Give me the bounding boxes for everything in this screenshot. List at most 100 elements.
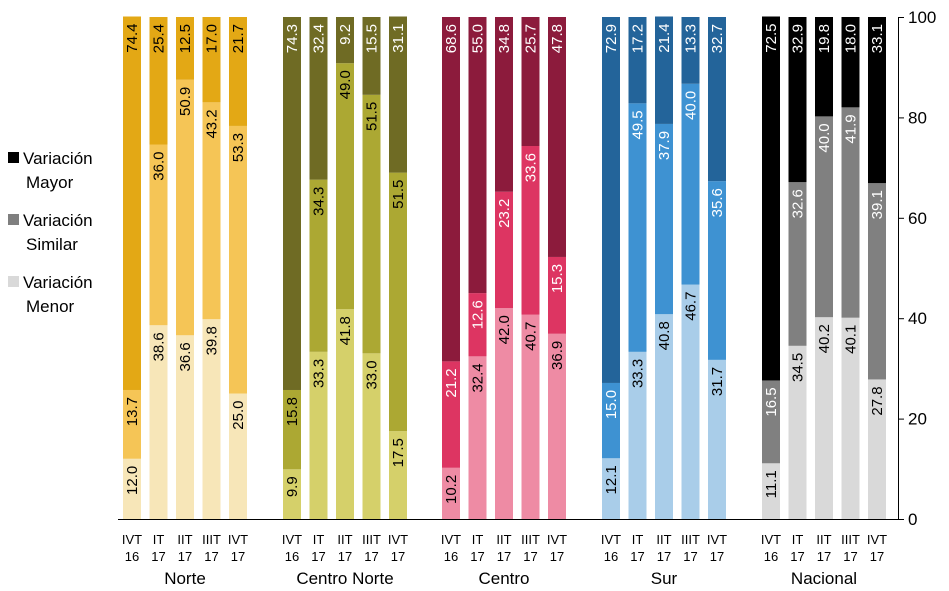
data-label: 19.8 (816, 24, 833, 53)
data-label: 37.9 (656, 131, 673, 160)
data-label: 32.4 (311, 24, 328, 53)
bar-norte-similar (176, 80, 194, 336)
data-label: 36.0 (151, 152, 168, 181)
legend-swatch-menor (8, 276, 19, 287)
x-tick-label: 17 (710, 549, 724, 564)
data-label: 40.1 (843, 325, 860, 354)
data-label: 17.0 (204, 24, 221, 53)
group-label-norte: Norte (164, 569, 206, 588)
bar-nacional-mayor (762, 16, 780, 380)
data-label: 12.1 (603, 465, 620, 494)
y-tick-label: 40 (908, 309, 927, 328)
data-label: 15.3 (549, 264, 566, 293)
group-label-nacional: Nacional (791, 569, 857, 588)
x-tick-label: 17 (870, 549, 884, 564)
x-tick-label: IIIT (841, 532, 860, 547)
data-label: 72.9 (603, 24, 620, 53)
x-tick-label: 17 (151, 549, 165, 564)
data-label: 31.7 (709, 367, 726, 396)
x-tick-label: IT (792, 532, 804, 547)
data-label: 39.8 (204, 326, 221, 355)
x-tick-label: 17 (683, 549, 697, 564)
legend-entry-similar: Variación Similar (8, 209, 93, 257)
data-label: 17.2 (630, 24, 647, 53)
data-label: 35.6 (709, 188, 726, 217)
x-tick-label: IIT (496, 532, 511, 547)
x-tick-label: IIT (816, 532, 831, 547)
data-label: 39.1 (869, 190, 886, 219)
data-label: 15.0 (603, 390, 620, 419)
y-tick-label: 20 (908, 410, 927, 429)
data-label: 33.0 (364, 360, 381, 389)
data-label: 43.2 (204, 109, 221, 138)
data-label: 32.6 (790, 189, 807, 218)
legend-label-line1: Variación (23, 211, 93, 230)
data-label: 21.2 (443, 368, 460, 397)
bar-centro-norte-mayor (283, 17, 301, 390)
data-label: 12.6 (470, 300, 487, 329)
data-label: 68.6 (443, 24, 460, 53)
legend-label-line2: Mayor (8, 171, 93, 195)
data-label: 53.3 (230, 133, 247, 162)
data-label: 74.3 (284, 24, 301, 53)
data-label: 51.5 (390, 180, 407, 209)
y-tick-label: 60 (908, 209, 927, 228)
y-tick-label: 100 (908, 8, 936, 27)
x-tick-label: 17 (204, 549, 218, 564)
group-label-centro-norte: Centro Norte (296, 569, 393, 588)
data-label: 13.7 (124, 397, 141, 426)
data-label: 36.9 (549, 341, 566, 370)
x-tick-label: IIIT (521, 532, 540, 547)
data-label: 40.0 (816, 123, 833, 152)
x-tick-label: 17 (630, 549, 644, 564)
x-tick-label: IIIT (362, 532, 381, 547)
legend-label-line1: Variación (23, 273, 93, 292)
x-tick-label: IIT (337, 532, 352, 547)
group-label-centro: Centro (478, 569, 529, 588)
data-label: 33.3 (630, 359, 647, 388)
bar-norte-mayor (123, 16, 141, 389)
data-label: 38.6 (151, 332, 168, 361)
data-label: 40.7 (523, 322, 540, 351)
data-label: 41.9 (843, 114, 860, 143)
legend-swatch-similar (8, 214, 19, 225)
data-label: 34.8 (496, 24, 513, 53)
x-tick-label: IT (632, 532, 644, 547)
data-label: 32.7 (709, 24, 726, 53)
x-tick-label: IVT (547, 532, 567, 547)
data-label: 18.0 (843, 24, 860, 53)
data-label: 15.5 (364, 24, 381, 53)
bar-centro-mayor (442, 17, 460, 361)
x-tick-label: 17 (470, 549, 484, 564)
data-label: 49.0 (337, 70, 354, 99)
x-tick-label: 16 (444, 549, 458, 564)
data-label: 21.4 (656, 23, 673, 52)
data-label: 40.2 (816, 324, 833, 353)
data-label: 25.7 (523, 24, 540, 53)
legend-label-line2: Similar (8, 233, 93, 257)
x-tick-label: IVT (441, 532, 461, 547)
x-tick-label: IVT (122, 532, 142, 547)
data-label: 25.0 (230, 401, 247, 430)
x-tick-label: IVT (282, 532, 302, 547)
x-tick-label: 17 (311, 549, 325, 564)
x-tick-label: 17 (391, 549, 405, 564)
data-label: 12.0 (124, 466, 141, 495)
y-tick-label: 0 (908, 510, 917, 529)
x-tick-label: 17 (657, 549, 671, 564)
x-tick-label: 17 (790, 549, 804, 564)
data-label: 15.8 (284, 397, 301, 426)
data-label: 13.3 (683, 24, 700, 53)
data-label: 23.2 (496, 199, 513, 228)
x-tick-label: 17 (550, 549, 564, 564)
data-label: 33.3 (311, 359, 328, 388)
bar-centro-norte-similar (389, 173, 407, 432)
x-tick-label: IVT (601, 532, 621, 547)
data-label: 46.7 (683, 292, 700, 321)
data-label: 33.1 (869, 24, 886, 53)
data-label: 41.8 (337, 316, 354, 345)
x-tick-label: IVT (388, 532, 408, 547)
x-tick-label: IVT (707, 532, 727, 547)
x-tick-label: 17 (817, 549, 831, 564)
